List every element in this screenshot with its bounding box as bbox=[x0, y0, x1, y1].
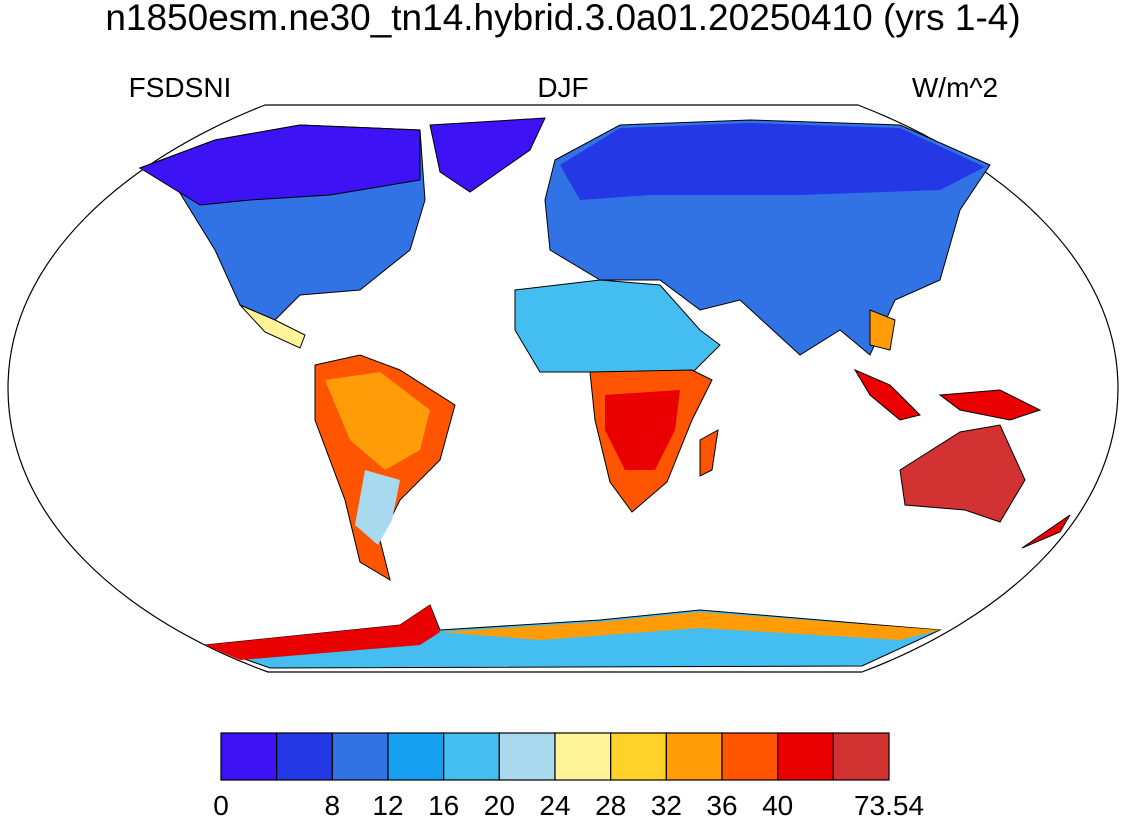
madagascar bbox=[699, 429, 719, 477]
colorbar-label: 40 bbox=[762, 790, 793, 821]
colorbar-label: 16 bbox=[428, 790, 459, 821]
right-string: W/m^2 bbox=[912, 72, 998, 103]
south-america-inner bbox=[325, 372, 430, 470]
colorbar-label: 12 bbox=[372, 790, 403, 821]
eurasia-north bbox=[560, 123, 985, 200]
colorbar-label: 28 bbox=[595, 790, 626, 821]
colorbar-label: 20 bbox=[484, 790, 515, 821]
africa-north bbox=[514, 279, 721, 376]
colorbar-label: 73.54 bbox=[854, 790, 924, 821]
greenland bbox=[429, 117, 546, 193]
indochina bbox=[869, 309, 896, 351]
title: n1850esm.ne30_tn14.hybrid.3.0a01.2025041… bbox=[105, 0, 1020, 38]
colorbar-label: 32 bbox=[651, 790, 682, 821]
colorbar-box bbox=[610, 732, 667, 781]
new-zealand bbox=[1021, 514, 1071, 549]
colorbar-box bbox=[331, 732, 389, 781]
colorbar-label: 36 bbox=[706, 790, 737, 821]
colorbar: 0 8 12 16 20 24 28 32 36 40 73.54 bbox=[213, 732, 924, 821]
left-string: FSDSNI bbox=[129, 72, 232, 103]
central-america bbox=[239, 304, 306, 349]
south-america-south bbox=[355, 470, 400, 545]
colorbar-label: 0 bbox=[213, 790, 229, 821]
colorbar-box bbox=[721, 732, 779, 781]
colorbar-label: 24 bbox=[539, 790, 570, 821]
antarctica-coast bbox=[440, 612, 940, 640]
center-string: DJF bbox=[537, 72, 588, 103]
colorbar-box bbox=[777, 732, 834, 781]
colorbar-box bbox=[220, 732, 278, 781]
colorbar-box bbox=[498, 732, 556, 781]
sumatra bbox=[853, 368, 921, 421]
colorbar-box bbox=[554, 732, 612, 781]
map bbox=[7, 104, 1119, 673]
north-america-north bbox=[138, 124, 421, 206]
colorbar-label: 8 bbox=[325, 790, 341, 821]
colorbar-box bbox=[387, 732, 445, 781]
africa-south-inner bbox=[605, 390, 680, 470]
colorbar-box bbox=[443, 732, 500, 781]
new-guinea bbox=[938, 389, 1042, 421]
antarctica-edge bbox=[205, 605, 440, 660]
colorbar-box bbox=[832, 732, 890, 781]
colorbar-box bbox=[665, 732, 723, 781]
colorbar-box bbox=[276, 732, 333, 781]
australia bbox=[899, 424, 1026, 523]
